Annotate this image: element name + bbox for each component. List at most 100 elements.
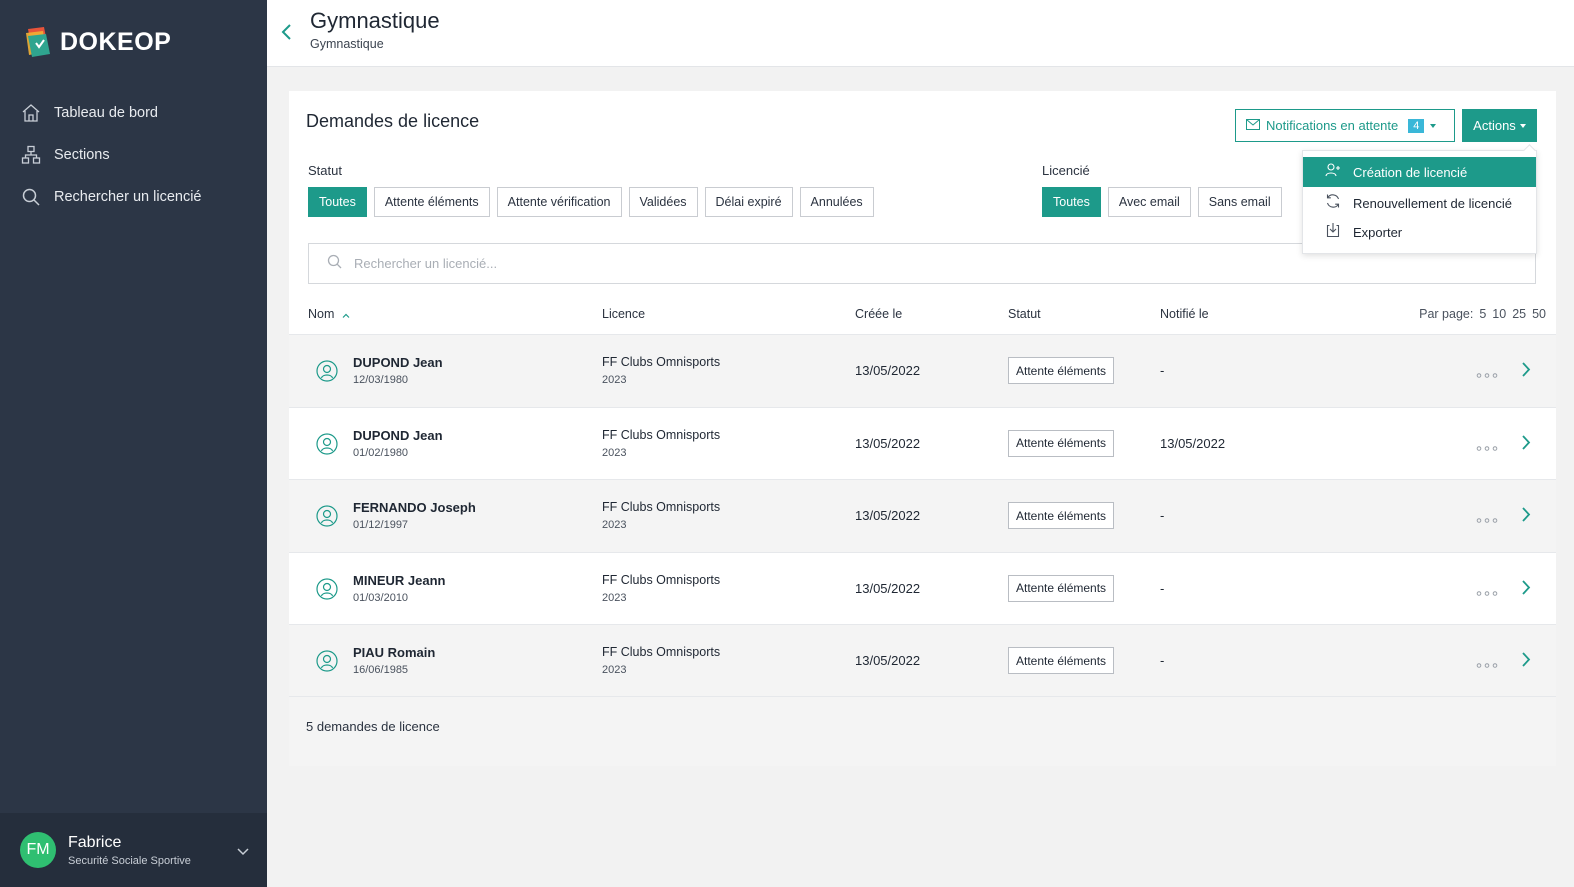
notifications-count-badge: 4: [1408, 118, 1425, 133]
filter-status-awaiting-items[interactable]: Attente éléments: [373, 187, 490, 217]
filter-status-validated[interactable]: Validées: [628, 187, 698, 217]
per-page-label: Par page:: [1419, 307, 1474, 321]
chevron-right-icon[interactable]: [1521, 579, 1531, 601]
created-date: 13/05/2022: [855, 363, 921, 378]
more-options-icon[interactable]: [1476, 583, 1498, 601]
filter-status-all[interactable]: Toutes: [308, 187, 367, 217]
menu-item-label: Renouvellement de licencié: [1353, 195, 1512, 211]
table-row[interactable]: DUPOND Jean 01/02/1980 FF Clubs Omnispor…: [289, 406, 1556, 480]
back-arrow-icon[interactable]: [279, 20, 299, 44]
licensee-name: DUPOND Jean: [353, 427, 443, 443]
licence-year: 2023: [602, 519, 627, 531]
status-badge: Attente éléments: [1008, 429, 1115, 457]
licence-year: 2023: [602, 374, 627, 386]
brand-name: DOKEOP: [60, 27, 172, 56]
status-badge: Attente éléments: [1008, 502, 1115, 529]
notified-date: -: [1160, 363, 1165, 378]
sort-ascending-icon: [342, 307, 350, 321]
sidebar-item-sections[interactable]: Sections: [0, 134, 267, 176]
table-row[interactable]: PIAU Romain 16/06/1985 FF Clubs Omnispor…: [289, 624, 1556, 697]
user-circle-icon: [316, 577, 338, 605]
search-input[interactable]: [354, 256, 1254, 271]
status-filter-group: Toutes Attente éléments Attente vérifica…: [308, 187, 881, 217]
filter-licensee-without-email[interactable]: Sans email: [1197, 187, 1282, 217]
filter-status-expired[interactable]: Délai expiré: [704, 187, 793, 217]
licence-year: 2023: [602, 446, 627, 459]
licensee-birthdate: 01/03/2010: [353, 591, 409, 604]
menu-item-create-licensee[interactable]: Création de licencié: [1303, 157, 1536, 187]
license-requests-table: DUPOND Jean 12/03/1980 FF Clubs Omnispor…: [289, 334, 1556, 697]
notified-date: -: [1160, 653, 1165, 668]
table-row[interactable]: DUPOND Jean 12/03/1980 FF Clubs Omnispor…: [289, 334, 1556, 407]
actions-dropdown-menu: Création de licencié Renouvellement de l…: [1302, 150, 1537, 254]
chevron-right-icon[interactable]: [1521, 361, 1531, 383]
status-badge: Attente éléments: [1008, 574, 1115, 602]
table-header: Nom Licence Créée le Statut Notifié le P…: [308, 307, 1556, 333]
sidebar-item-search[interactable]: Rechercher un licencié: [0, 176, 267, 218]
table-row[interactable]: MINEUR Jeann 01/03/2010 FF Clubs Omnispo…: [289, 551, 1556, 625]
per-page-option-10[interactable]: 10: [1492, 307, 1507, 321]
more-options-icon[interactable]: [1476, 510, 1498, 528]
licensee-birthdate: 01/12/1997: [353, 519, 409, 531]
licensee-name: MINEUR Jeann: [353, 572, 446, 588]
chevron-right-icon[interactable]: [1521, 434, 1531, 456]
user-circle-icon: [316, 650, 338, 677]
sidebar-item-label: Tableau de bord: [54, 105, 158, 121]
menu-item-label: Exporter: [1353, 224, 1403, 240]
user-name: Fabrice: [68, 833, 122, 851]
actions-button[interactable]: Actions: [1462, 109, 1537, 142]
chevron-right-icon[interactable]: [1521, 651, 1531, 673]
licensee-name: FERNANDO Joseph: [353, 500, 476, 515]
per-page-option-5[interactable]: 5: [1479, 307, 1487, 321]
more-options-icon[interactable]: [1476, 655, 1498, 673]
user-menu[interactable]: FM Fabrice Securité Sociale Sportive: [0, 813, 267, 887]
per-page-option-25[interactable]: 25: [1512, 307, 1527, 321]
column-header-label: Nom: [308, 307, 335, 321]
sidebar-item-dashboard[interactable]: Tableau de bord: [0, 92, 267, 134]
licence-year: 2023: [602, 664, 627, 676]
column-header-name[interactable]: Nom: [308, 307, 350, 321]
sidebar-item-label: Sections: [54, 147, 110, 163]
chevron-down-icon[interactable]: [237, 843, 249, 861]
home-icon: [20, 102, 42, 124]
filter-licensee-all[interactable]: Toutes: [1042, 187, 1101, 217]
brand-logo[interactable]: DOKEOP: [24, 26, 171, 58]
refresh-icon: [1325, 193, 1341, 214]
avatar: FM: [20, 832, 56, 868]
column-header-licence: Licence: [602, 307, 646, 321]
notified-date: -: [1160, 580, 1165, 596]
search-field: [308, 243, 1536, 284]
download-icon: [1325, 222, 1341, 243]
column-header-created: Créée le: [855, 307, 903, 321]
sidebar-item-label: Rechercher un licencié: [54, 189, 202, 205]
caret-down-icon: [1430, 123, 1437, 128]
filter-licensee-with-email[interactable]: Avec email: [1107, 187, 1191, 217]
card-footer: [289, 696, 1556, 766]
sitemap-icon: [20, 144, 42, 166]
filter-status-awaiting-verification[interactable]: Attente vérification: [496, 187, 622, 217]
table-row[interactable]: FERNANDO Joseph 01/12/1997 FF Clubs Omni…: [289, 479, 1556, 552]
status-badge: Attente éléments: [1008, 647, 1115, 674]
user-circle-icon: [316, 505, 338, 532]
notified-date: 13/05/2022: [1160, 435, 1226, 451]
chevron-right-icon[interactable]: [1521, 506, 1531, 528]
licence-type: FF Clubs Omnisports: [602, 427, 721, 442]
per-page-option-50[interactable]: 50: [1532, 307, 1546, 321]
licensee-birthdate: 12/03/1980: [353, 374, 409, 386]
more-options-icon[interactable]: [1476, 438, 1498, 456]
licensee-filter-group: Toutes Avec email Sans email: [1042, 187, 1289, 217]
more-options-icon[interactable]: [1476, 365, 1498, 383]
menu-item-renew-licensee[interactable]: Renouvellement de licencié: [1303, 188, 1536, 218]
menu-item-export[interactable]: Exporter: [1303, 217, 1536, 247]
licensee-name: PIAU Romain: [353, 645, 436, 660]
licensee-filter-label: Licencié: [1042, 163, 1090, 178]
column-header-status: Statut: [1008, 307, 1041, 321]
page-subtitle: Gymnastique: [310, 37, 384, 51]
licence-type: FF Clubs Omnisports: [602, 645, 721, 659]
card-title: Demandes de licence: [306, 111, 480, 131]
filter-status-cancelled[interactable]: Annulées: [799, 187, 874, 217]
licence-type: FF Clubs Omnisports: [602, 355, 721, 369]
licensee-name: DUPOND Jean: [353, 355, 443, 370]
user-circle-icon: [316, 432, 338, 460]
pending-notifications-button[interactable]: Notifications en attente 4: [1235, 109, 1455, 142]
